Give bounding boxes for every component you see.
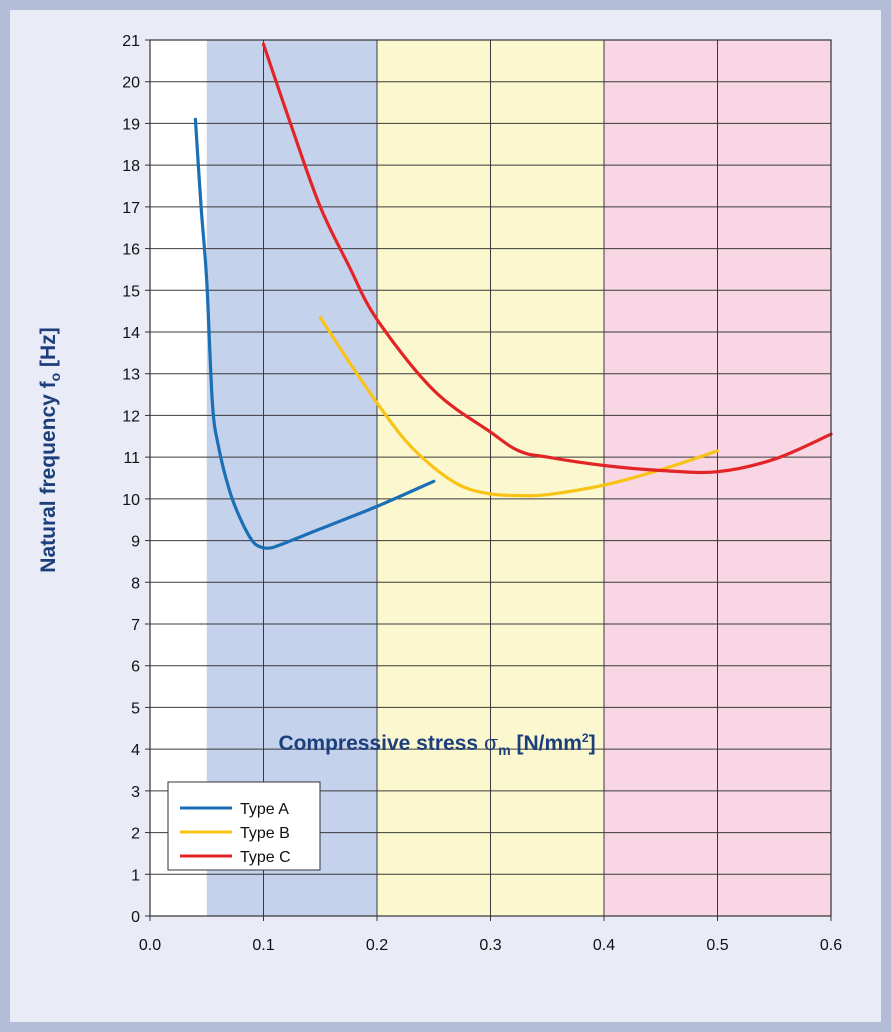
y-tick-label: 19 [122, 116, 140, 133]
chart-frame: 0 1 2 3 4 5 6 7 8 9 10 11 12 13 14 15 16 17 18 19 20 21 0.0 0.… [10, 10, 881, 1022]
stress-band-1 [206, 40, 377, 916]
x-tick-label: 0.1 [252, 937, 274, 954]
series-line-type-c [261, 42, 833, 475]
x-tick-label: 0.2 [366, 937, 388, 954]
x-tick-label: 0.3 [479, 937, 501, 954]
legend-label-type-a: Type A [240, 801, 289, 818]
series-layer [193, 42, 833, 550]
y-tick-label: 7 [131, 617, 140, 634]
y-tick-label: 16 [122, 242, 140, 259]
x-axis-title: Compressive stress σm [N/mm2] [278, 731, 595, 758]
x-tick-label: 0.4 [593, 937, 615, 954]
y-tick-label: 6 [131, 659, 140, 676]
x-tick-label: 0.5 [706, 937, 728, 954]
y-tick-label: 12 [122, 408, 140, 425]
y-tick-label: 21 [122, 33, 140, 50]
y-tick-label: 0 [131, 909, 140, 926]
x-tick-label: 0.6 [820, 937, 842, 954]
y-tick-label: 8 [131, 575, 140, 592]
x-axis-ticks: 0.0 0.1 0.2 0.3 0.4 0.5 0.6 [139, 916, 842, 954]
y-tick-label: 3 [131, 784, 140, 801]
y-tick-label: 17 [122, 200, 140, 217]
y-tick-label: 9 [131, 534, 140, 551]
y-tick-label: 5 [131, 700, 140, 717]
y-tick-label: 4 [131, 742, 140, 759]
y-tick-label: 18 [122, 158, 140, 175]
y-tick-label: 10 [122, 492, 140, 509]
legend: Type A Type B Type C [167, 781, 321, 871]
y-tick-label: 15 [122, 283, 140, 300]
x-tick-label: 0.0 [139, 937, 161, 954]
series-line-type-a [193, 117, 436, 550]
y-tick-label: 11 [123, 450, 140, 467]
legend-label-type-b: Type B [240, 825, 290, 842]
y-axis-title: Natural frequency fo [Hz] [37, 327, 63, 572]
y-tick-label: 1 [131, 867, 140, 884]
legend-label-type-c: Type C [240, 849, 291, 866]
y-tick-label: 14 [122, 325, 140, 342]
y-tick-label: 20 [122, 75, 140, 92]
y-tick-label: 13 [122, 367, 140, 384]
y-tick-label: 2 [131, 826, 140, 843]
series-line-type-b [318, 315, 720, 498]
